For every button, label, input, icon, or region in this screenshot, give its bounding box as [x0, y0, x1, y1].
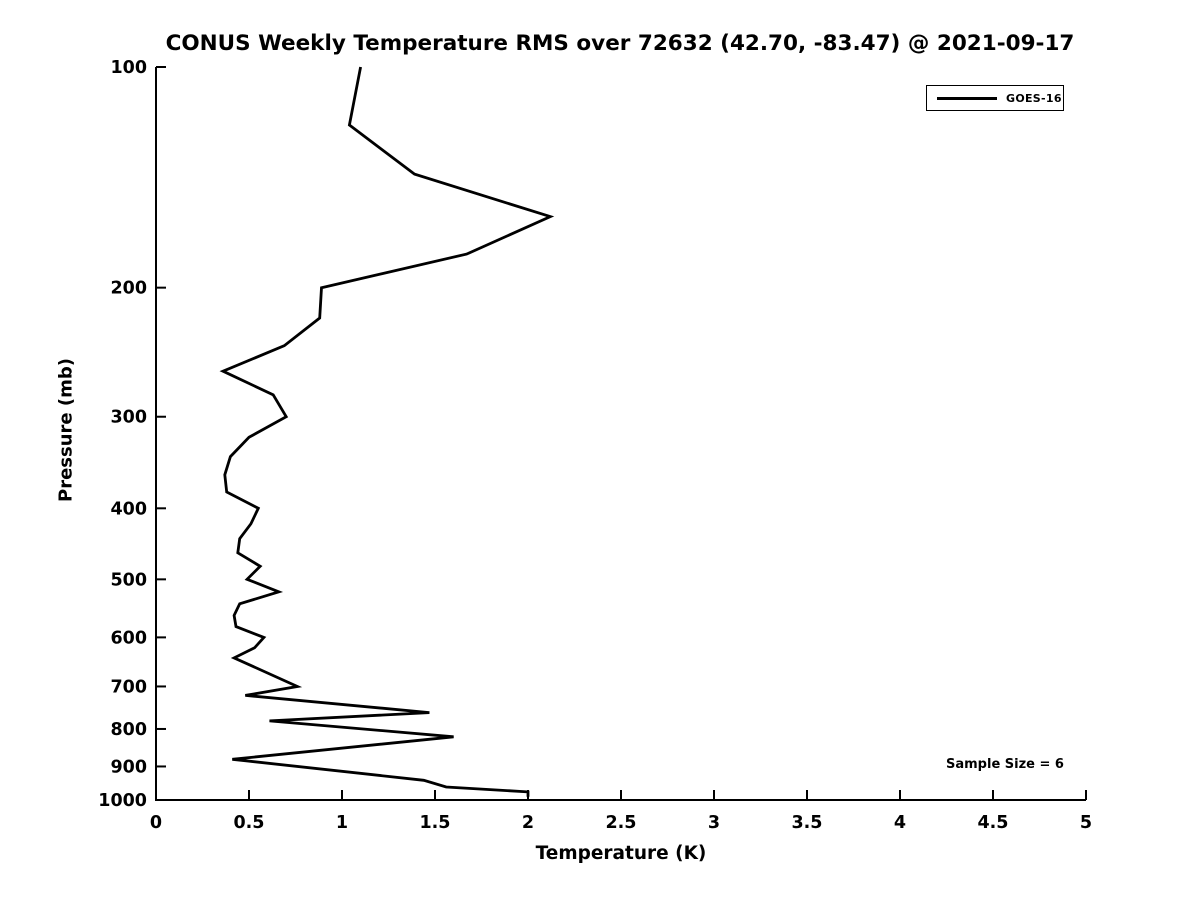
y-tick-label: 300 — [110, 408, 147, 428]
x-axis-label: Temperature (K) — [535, 843, 707, 864]
x-tick-label: 1.5 — [419, 813, 450, 833]
chart-title: CONUS Weekly Temperature RMS over 72632 … — [165, 31, 1075, 56]
x-tick-label: 2 — [522, 813, 534, 833]
y-tick-label: 900 — [110, 757, 147, 777]
x-tick-label: 1 — [336, 813, 348, 833]
y-tick-label: 200 — [110, 279, 147, 299]
y-tick-label: 700 — [110, 677, 147, 697]
y-tick-label: 1000 — [98, 791, 147, 811]
y-tick-label: 100 — [110, 58, 147, 78]
x-tick-label: 4.5 — [977, 813, 1008, 833]
y-tick-label: 800 — [110, 720, 147, 740]
x-tick-label: 2.5 — [605, 813, 636, 833]
x-tick-label: 4 — [894, 813, 906, 833]
x-tick-label: 0.5 — [233, 813, 264, 833]
legend-line-sample — [937, 96, 997, 100]
legend-series-label: GOES-16 — [1006, 91, 1062, 105]
x-tick-label: 3.5 — [791, 813, 822, 833]
legend: GOES-16 — [926, 85, 1064, 111]
y-tick-label: 500 — [110, 570, 147, 590]
series-line-goes-16 — [219, 66, 555, 797]
x-tick-label: 0 — [150, 813, 162, 833]
sample-size-annotation: Sample Size = 6 — [946, 757, 1064, 772]
y-tick-label: 600 — [110, 628, 147, 648]
x-tick-label: 3 — [708, 813, 720, 833]
x-tick-label: 5 — [1080, 813, 1092, 833]
y-tick-label: 400 — [110, 499, 147, 519]
